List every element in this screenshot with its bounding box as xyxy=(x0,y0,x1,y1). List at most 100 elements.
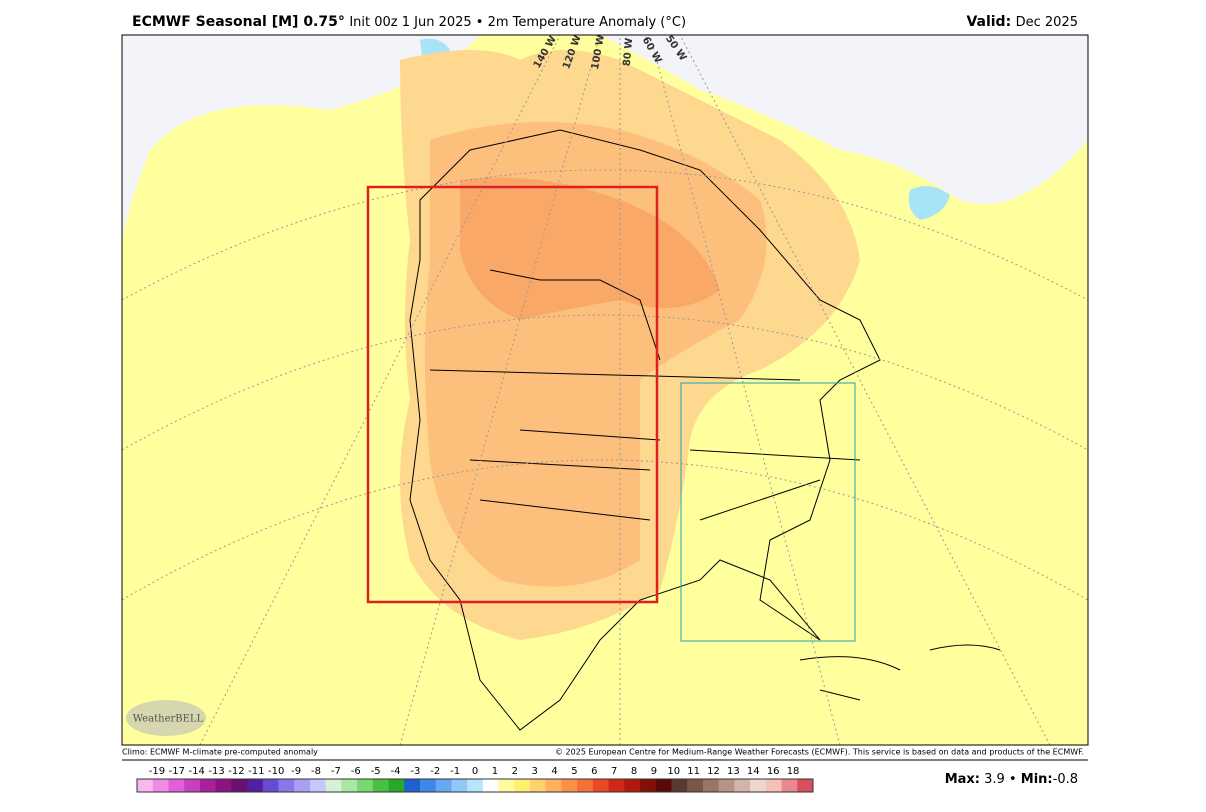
colorbar-label: 2 xyxy=(512,766,518,777)
colorbar-label: -3 xyxy=(410,766,420,777)
colorbar-swatch xyxy=(498,779,515,792)
colorbar-label: 3 xyxy=(531,766,537,777)
colorbar-label: -14 xyxy=(189,766,205,777)
colorbar-label: 6 xyxy=(591,766,597,777)
title-rest: Init 00z 1 Jun 2025 • 2m Temperature Ano… xyxy=(349,15,686,30)
colorbar-frame xyxy=(136,778,814,793)
colorbar-swatch xyxy=(467,779,484,792)
colorbar-swatch xyxy=(435,779,452,792)
colorbar-swatch xyxy=(152,779,169,792)
colorbar-label: -5 xyxy=(371,766,381,777)
colorbar-swatch xyxy=(325,779,342,792)
colorbar-swatch xyxy=(592,779,610,792)
colorbar-label: -6 xyxy=(351,766,361,777)
colorbar-label: 0 xyxy=(472,766,478,777)
colorbar-swatch xyxy=(184,779,201,792)
colorbar-swatch xyxy=(137,779,154,792)
colorbar-swatch xyxy=(247,779,264,792)
colorbar-label: -1 xyxy=(450,766,460,777)
colorbar-label: 7 xyxy=(611,766,617,777)
colorbar-label: 16 xyxy=(767,766,780,777)
colorbar-label: -9 xyxy=(291,766,301,777)
max-label: Max: xyxy=(945,772,980,787)
region-box-east xyxy=(680,382,856,642)
colorbar-swatch xyxy=(561,779,578,792)
colorbar-swatch xyxy=(765,779,783,792)
cool-spot xyxy=(908,186,950,220)
colorbar-swatch xyxy=(215,779,232,792)
colorbar-swatch xyxy=(309,779,327,792)
anomaly-warm-4 xyxy=(460,177,720,320)
colorbar-swatch xyxy=(781,779,798,792)
colorbar-label: -11 xyxy=(248,766,264,777)
colorbar-swatch xyxy=(530,779,547,792)
colorbar-swatch xyxy=(404,779,421,792)
colorbar-swatch xyxy=(577,779,594,792)
colorbar-swatch xyxy=(231,779,248,792)
colorbar-label: -8 xyxy=(311,766,321,777)
stats: Max: 3.9 • Min:-0.8 xyxy=(945,772,1078,787)
max-value: 3.9 xyxy=(984,772,1005,787)
graticule xyxy=(122,35,1088,745)
min-label: Min: xyxy=(1021,772,1053,787)
colorbar-swatch xyxy=(734,779,751,792)
logo-mark xyxy=(126,700,206,736)
neutral-area xyxy=(600,35,1088,204)
region-box-west xyxy=(366,185,659,604)
colorbar-label: -17 xyxy=(169,766,185,777)
colorbar-label: 13 xyxy=(727,766,740,777)
colorbar-label: -4 xyxy=(390,766,400,777)
colorbar-swatch xyxy=(262,779,279,792)
colorbar-swatch xyxy=(655,779,673,792)
colorbar-swatch xyxy=(640,779,657,792)
min-value: -0.8 xyxy=(1053,772,1078,787)
title-bold: ECMWF Seasonal [M] 0.75° xyxy=(132,14,345,30)
colorbar: -19 -17 -14 -13 -12 -11 -10 -9 -8 -7 -6 -5 -4 -3 -2 -1 0… xyxy=(136,766,814,793)
title: ECMWF Seasonal [M] 0.75° Init 00z 1 Jun … xyxy=(132,14,686,30)
climo-note: Climo: ECMWF M-climate pre-computed anom… xyxy=(122,748,318,757)
colorbar-swatch xyxy=(624,779,641,792)
separator: • xyxy=(1009,772,1017,787)
longitude-label: 80 W xyxy=(622,37,635,66)
colorbar-swatch xyxy=(797,779,814,792)
colorbar-swatch xyxy=(278,779,295,792)
colorbar-label: 11 xyxy=(687,766,700,777)
colorbar-swatch xyxy=(372,779,390,792)
colorbar-label: -2 xyxy=(430,766,440,777)
colorbar-swatch xyxy=(687,779,704,792)
colorbar-label: 8 xyxy=(631,766,637,777)
copyright: © 2025 European Centre for Medium-Range … xyxy=(555,748,1084,757)
valid-date: Dec 2025 xyxy=(1016,15,1078,30)
colorbar-swatch xyxy=(357,779,374,792)
valid: Valid: Dec 2025 xyxy=(966,14,1078,30)
colorbar-swatch xyxy=(482,779,500,792)
colorbar-swatch xyxy=(341,779,358,792)
colorbar-swatch xyxy=(451,779,468,792)
logo: WeatherBELL xyxy=(133,714,204,725)
colorbar-label: -10 xyxy=(268,766,284,777)
colorbar-label: 5 xyxy=(571,766,577,777)
colorbar-label: -7 xyxy=(331,766,341,777)
map: 140 W 120 W 100 W 80 W 60 W 50 W WeatherBELL xyxy=(121,34,1089,746)
colorbar-swatch xyxy=(419,779,437,792)
colorbar-label: 14 xyxy=(747,766,760,777)
coastlines xyxy=(409,129,1001,731)
colorbar-swatch xyxy=(168,779,185,792)
colorbar-swatch xyxy=(514,779,531,792)
colorbar-swatch xyxy=(294,779,311,792)
colorbar-label: 9 xyxy=(651,766,657,777)
colorbar-label: -12 xyxy=(228,766,244,777)
colorbar-label: 12 xyxy=(707,766,720,777)
colorbar-swatch xyxy=(608,779,625,792)
colorbar-label: 1 xyxy=(492,766,498,777)
colorbar-swatch xyxy=(199,779,217,792)
colorbar-label: 18 xyxy=(787,766,800,777)
colorbar-swatch xyxy=(702,779,720,792)
colorbar-swatch xyxy=(388,779,405,792)
colorbar-label: 4 xyxy=(551,766,557,777)
colorbar-label: -13 xyxy=(208,766,224,777)
neutral-area xyxy=(122,35,480,240)
valid-label: Valid: xyxy=(966,14,1011,30)
